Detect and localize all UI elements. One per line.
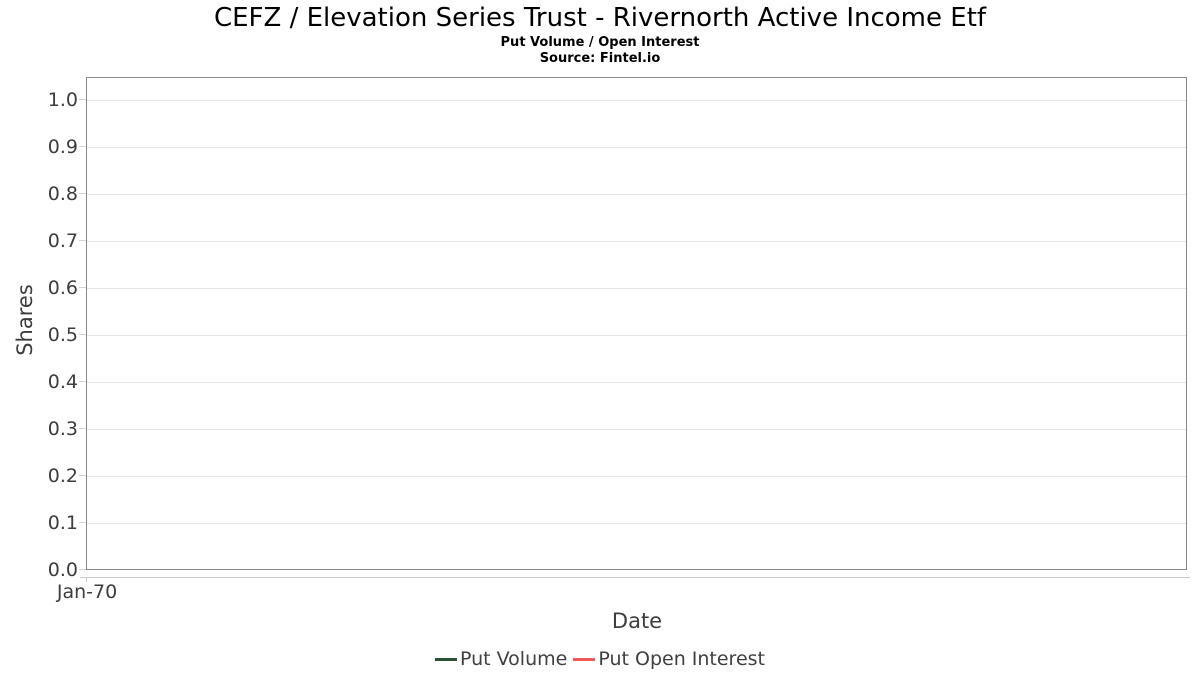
legend-item-put-volume[interactable]: Put Volume: [435, 648, 567, 670]
legend-line-marker: [435, 657, 457, 661]
y-axis-tick-label: 0.1: [47, 512, 78, 534]
y-axis-tick-mark: [79, 334, 86, 335]
y-axis-tick-label: 0.8: [47, 183, 78, 205]
y-axis-tick-mark: [79, 428, 86, 429]
legend-line-marker: [573, 657, 596, 661]
gridline: [87, 147, 1186, 148]
x-axis-line: [80, 577, 1190, 578]
gridline: [87, 194, 1186, 195]
y-axis-title: Shares: [13, 284, 37, 356]
chart-source: Source: Fintel.io: [539, 51, 661, 66]
gridline: [87, 429, 1186, 430]
y-axis-tick-mark: [79, 146, 86, 147]
y-axis-tick-mark: [79, 287, 86, 288]
y-axis-tick-label: 0.9: [47, 136, 78, 158]
x-axis-title: Date: [611, 609, 663, 633]
plot-area: [86, 77, 1187, 570]
y-axis-tick-label: 0.6: [47, 277, 78, 299]
y-axis-tick-mark: [79, 569, 86, 570]
gridline: [87, 100, 1186, 101]
y-axis-tick-label: 0.3: [47, 418, 78, 440]
x-axis-tick-mark: [86, 577, 87, 582]
y-axis-tick-label: 0.2: [47, 465, 78, 487]
y-axis-tick-label: 0.7: [47, 230, 78, 252]
x-axis-tick-label: Jan-70: [56, 581, 118, 603]
y-axis-tick-mark: [79, 475, 86, 476]
chart-subtitle: Put Volume / Open Interest: [500, 35, 700, 50]
legend-label: Put Open Interest: [598, 648, 765, 670]
y-axis-tick-label: 1.0: [47, 89, 78, 111]
y-axis-tick-mark: [79, 522, 86, 523]
legend: Put Volume Put Open Interest: [0, 646, 1200, 672]
y-axis-tick-mark: [79, 193, 86, 194]
y-axis-tick-mark: [79, 99, 86, 100]
gridline: [87, 476, 1186, 477]
legend-label: Put Volume: [460, 648, 568, 670]
gridline: [87, 241, 1186, 242]
y-axis-tick-label: 0.5: [47, 324, 78, 346]
chart-title: CEFZ / Elevation Series Trust - Rivernor…: [213, 3, 987, 33]
gridline: [87, 288, 1186, 289]
gridline: [87, 523, 1186, 524]
y-axis-tick-label: 0.4: [47, 371, 78, 393]
gridline: [87, 335, 1186, 336]
y-axis-tick-mark: [79, 381, 86, 382]
legend-item-put-open-interest[interactable]: Put Open Interest: [573, 648, 765, 670]
y-axis-tick-label: 0.0: [47, 559, 78, 581]
y-axis-tick-mark: [79, 240, 86, 241]
gridline: [87, 382, 1186, 383]
